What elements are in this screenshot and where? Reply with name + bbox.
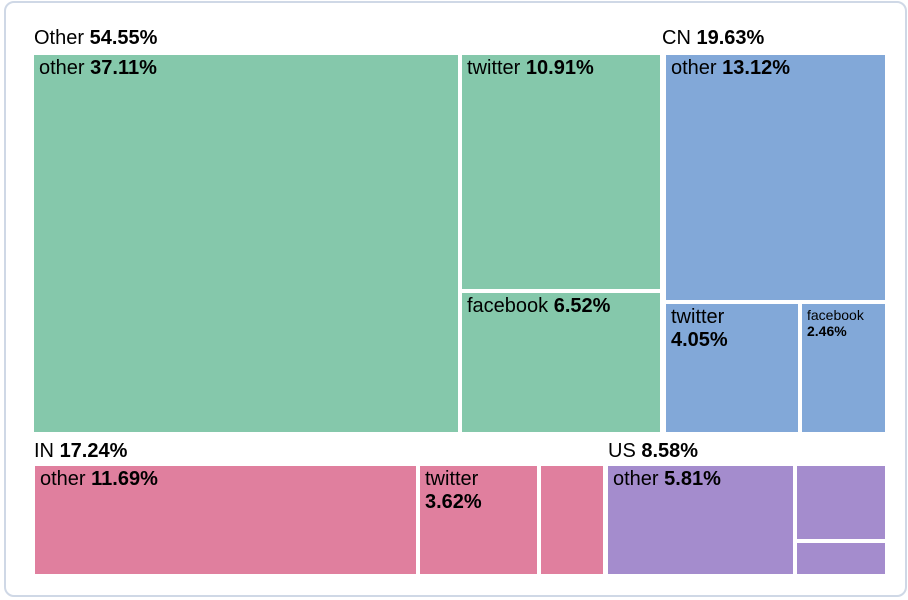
group-label-cn: CN 19.63% bbox=[662, 27, 764, 50]
treemap-cell-cn-twitter[interactable]: twitter 4.05% bbox=[666, 304, 798, 432]
group-name: CN bbox=[662, 27, 691, 49]
treemap-cell-us-unlabeled-2[interactable] bbox=[797, 543, 885, 574]
group-name: IN bbox=[34, 440, 54, 462]
treemap-chart: Other 54.55% CN 19.63% IN 17.24% US 8.58… bbox=[6, 3, 905, 595]
treemap-cell-cn-other[interactable]: other 13.12% bbox=[666, 55, 885, 300]
group-name: US bbox=[608, 440, 636, 462]
treemap-cell-us-unlabeled-1[interactable] bbox=[797, 466, 885, 539]
group-label-other: Other 54.55% bbox=[34, 27, 157, 50]
cell-percent: 11.69% bbox=[91, 468, 158, 490]
group-label-in: IN 17.24% bbox=[34, 440, 127, 463]
cell-name: other bbox=[39, 57, 85, 79]
cell-percent: 4.05% bbox=[671, 329, 728, 352]
treemap-cell-cn-facebook[interactable]: facebook 2.46% bbox=[802, 304, 885, 432]
treemap-cell-in-unlabeled[interactable] bbox=[541, 466, 603, 574]
treemap-cell-other-other[interactable]: other 37.11% bbox=[34, 55, 458, 432]
cell-percent: 37.11% bbox=[90, 57, 157, 79]
cell-percent: 6.52% bbox=[553, 295, 611, 317]
cell-name: other bbox=[671, 57, 717, 79]
group-percent: 54.55% bbox=[89, 27, 158, 49]
group-label-us: US 8.58% bbox=[608, 440, 698, 463]
cell-name: other bbox=[40, 468, 86, 490]
cell-name: twitter bbox=[671, 306, 725, 328]
treemap-cell-in-other[interactable]: other 11.69% bbox=[35, 466, 416, 574]
cell-name: facebook bbox=[467, 295, 549, 317]
cell-percent: 10.91% bbox=[525, 57, 594, 79]
group-percent: 19.63% bbox=[696, 27, 765, 49]
cell-percent: 3.62% bbox=[425, 491, 482, 514]
cell-name: other bbox=[613, 468, 659, 490]
group-name: Other bbox=[34, 27, 85, 49]
treemap-cell-us-other[interactable]: other 5.81% bbox=[608, 466, 793, 574]
treemap-cell-other-twitter[interactable]: twitter 10.91% bbox=[462, 55, 660, 289]
cell-percent: 5.81% bbox=[664, 468, 721, 490]
cell-name: facebook bbox=[807, 307, 864, 323]
chart-card: Other 54.55% CN 19.63% IN 17.24% US 8.58… bbox=[4, 1, 907, 597]
cell-percent: 13.12% bbox=[722, 57, 790, 79]
treemap-cell-in-twitter[interactable]: twitter 3.62% bbox=[420, 466, 537, 574]
cell-name: twitter bbox=[467, 57, 521, 79]
cell-name: twitter bbox=[425, 468, 479, 490]
treemap-cell-other-facebook[interactable]: facebook 6.52% bbox=[462, 293, 660, 432]
cell-percent: 2.46% bbox=[807, 323, 847, 340]
group-percent: 8.58% bbox=[641, 440, 699, 462]
group-percent: 17.24% bbox=[59, 440, 128, 462]
